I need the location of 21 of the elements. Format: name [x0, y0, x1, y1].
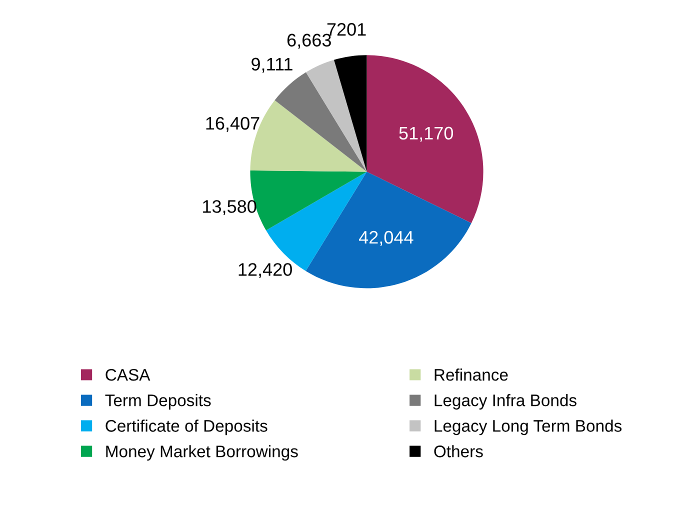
pie-slice	[306, 172, 472, 288]
pie-slice	[334, 55, 367, 172]
data-label: 12,420	[238, 263, 292, 278]
legend-label: Legacy Long Term Bonds	[434, 420, 622, 436]
data-label: 42,044	[358, 230, 414, 246]
data-label: 7201	[327, 23, 366, 36]
data-label: 16,407	[206, 116, 260, 132]
legend-label: Refinance	[434, 368, 508, 381]
legend-label: Legacy Infra Bonds	[434, 394, 576, 410]
legend-label: CASA	[106, 368, 150, 381]
legend-label: Certificate of Deposits	[106, 420, 268, 436]
pie-slice	[306, 60, 367, 172]
legend-label: Others	[434, 445, 483, 458]
legend-label: Term Deposits	[105, 394, 211, 410]
data-label: 9,111	[252, 58, 292, 73]
legend-label: Money Market Borrowings	[106, 445, 298, 461]
data-label: 51,170	[399, 126, 454, 142]
data-label: 6,663	[287, 34, 331, 49]
data-label: 13,580	[203, 200, 256, 216]
pie-slice	[274, 72, 367, 172]
pie-slice	[366, 55, 484, 224]
